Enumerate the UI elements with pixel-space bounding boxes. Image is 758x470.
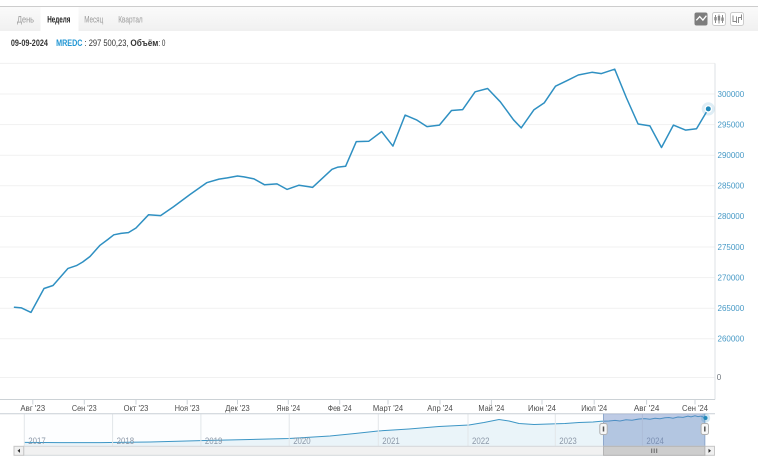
svg-text:Сен '24: Сен '24 (682, 403, 708, 413)
svg-text:Неделя: Неделя (47, 14, 70, 24)
svg-text:Ноя '23: Ноя '23 (175, 403, 200, 413)
svg-text:Объём: Объём (130, 38, 158, 48)
svg-text:2024: 2024 (646, 436, 664, 446)
svg-text:Сен '23: Сен '23 (72, 403, 97, 413)
svg-text:Месяц: Месяц (84, 14, 103, 24)
svg-text:Дек '23: Дек '23 (225, 403, 250, 413)
svg-text:Март '24: Март '24 (373, 403, 404, 413)
svg-text:: 297 500,23,: : 297 500,23, (85, 38, 129, 48)
svg-text:0: 0 (717, 373, 722, 382)
svg-text:Окт '23: Окт '23 (124, 403, 149, 413)
svg-text:300000: 300000 (718, 90, 745, 99)
svg-text:270000: 270000 (718, 273, 745, 282)
svg-text:Фев '24: Фев '24 (328, 403, 352, 413)
svg-text:Июл '24: Июл '24 (581, 403, 607, 413)
svg-text:2020: 2020 (293, 436, 311, 446)
svg-text:Апр '24: Апр '24 (427, 403, 453, 413)
svg-text:Июн '24: Июн '24 (528, 403, 556, 413)
svg-text:2017: 2017 (28, 436, 46, 446)
svg-text:Май '24: Май '24 (478, 403, 504, 413)
svg-text:2022: 2022 (472, 436, 490, 446)
svg-text:: 0: : 0 (158, 38, 165, 48)
svg-text:265000: 265000 (718, 304, 745, 313)
svg-text:Авг '24: Авг '24 (634, 403, 660, 413)
svg-text:Авг '23: Авг '23 (20, 403, 45, 413)
svg-text:Квартал: Квартал (118, 14, 142, 24)
svg-text:2021: 2021 (382, 436, 400, 446)
svg-text:260000: 260000 (718, 335, 745, 344)
svg-text:2018: 2018 (117, 436, 135, 446)
svg-text:MREDC: MREDC (56, 38, 83, 48)
svg-text:295000: 295000 (718, 120, 745, 129)
svg-text:290000: 290000 (718, 151, 745, 160)
svg-text:09-09-2024: 09-09-2024 (11, 38, 48, 48)
svg-text:285000: 285000 (718, 182, 745, 191)
svg-text:2023: 2023 (559, 436, 577, 446)
svg-text:280000: 280000 (718, 212, 745, 221)
svg-text:2019: 2019 (205, 436, 223, 446)
svg-text:День: День (17, 14, 34, 24)
svg-text:275000: 275000 (718, 243, 745, 252)
svg-text:Янв '24: Янв '24 (276, 403, 300, 413)
